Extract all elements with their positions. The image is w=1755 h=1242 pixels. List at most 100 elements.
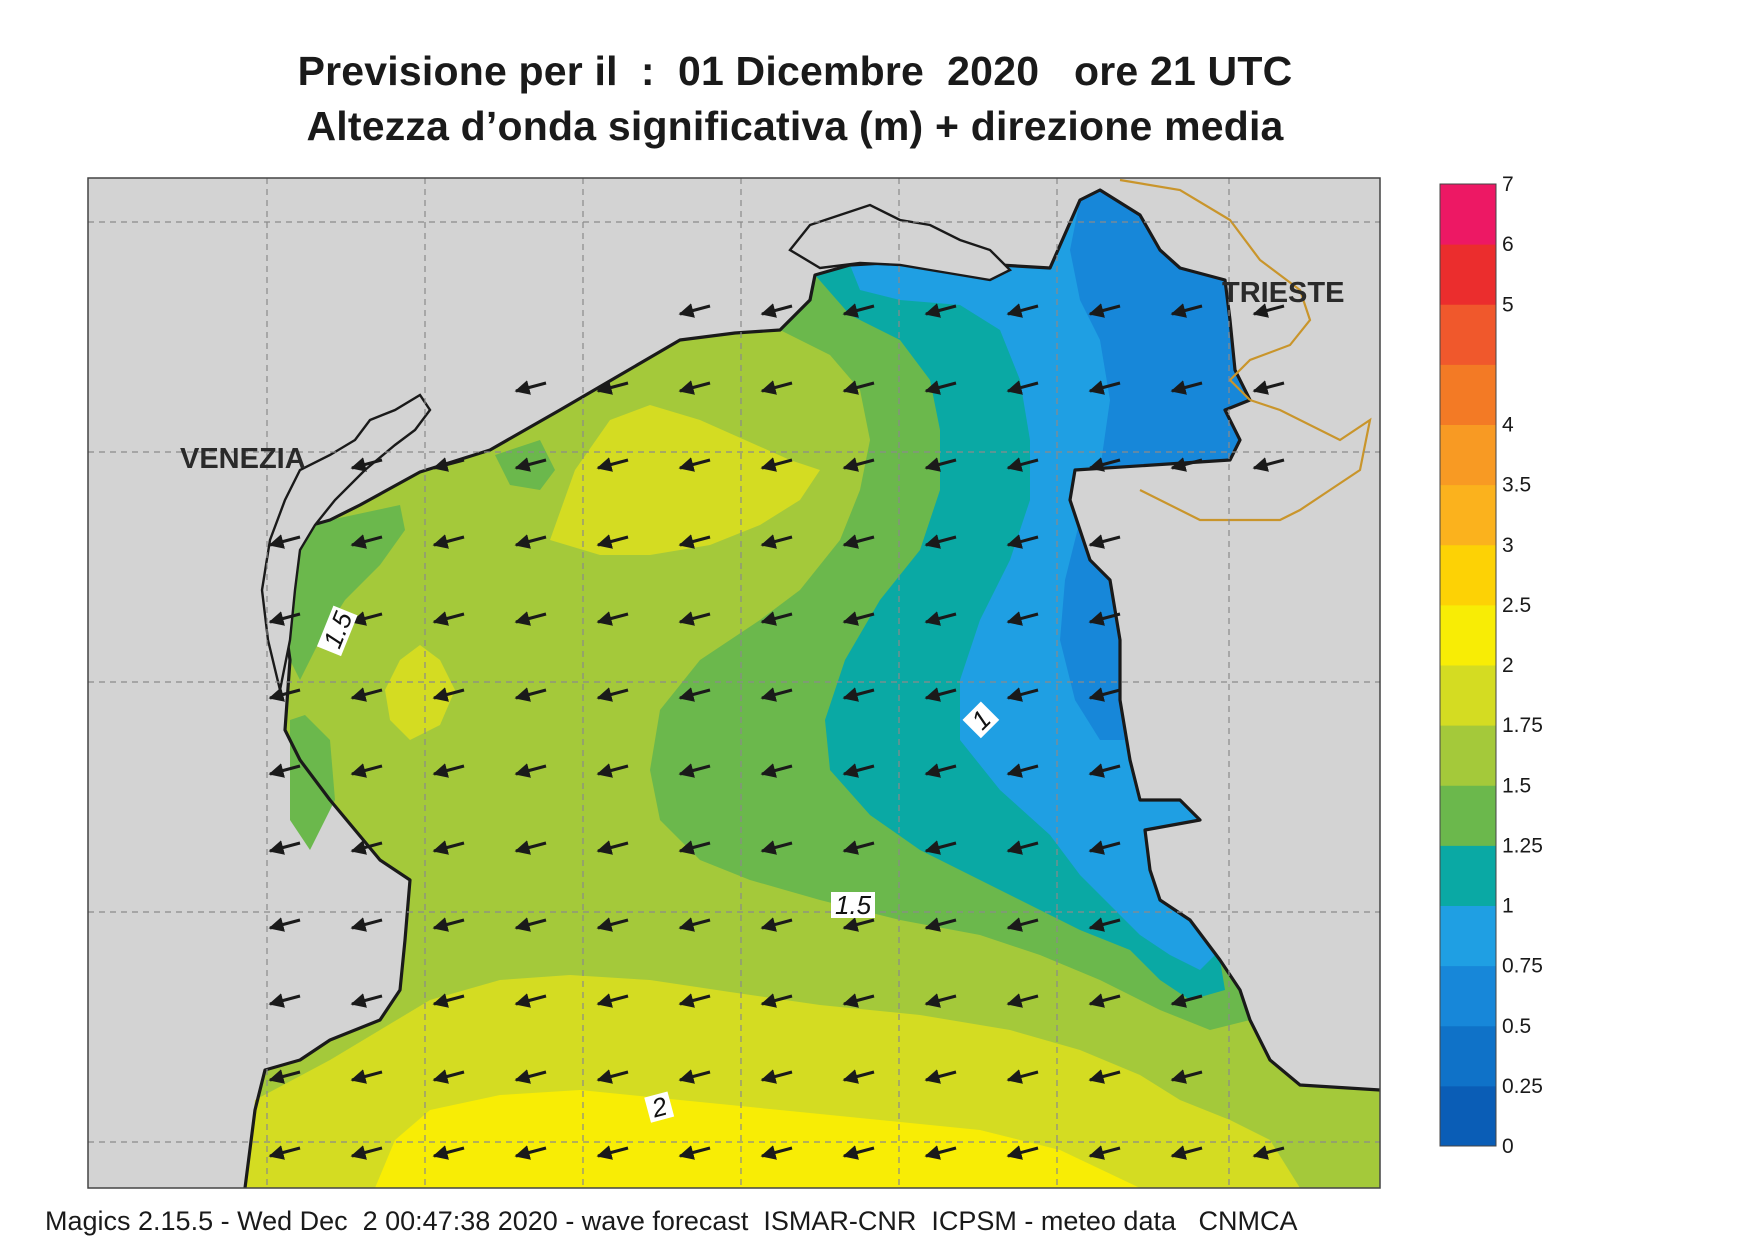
- direction-arrow: [1252, 1145, 1285, 1160]
- city-label-trieste: TRIESTE: [1222, 277, 1344, 309]
- direction-arrow: [924, 457, 957, 472]
- direction-arrow: [268, 611, 301, 626]
- venice-lagoon-outline: [260, 393, 432, 691]
- direction-arrow: [1006, 993, 1039, 1008]
- legend-label: 0.25: [1502, 1075, 1543, 1098]
- legend-label: 0.75: [1502, 955, 1543, 978]
- legend-label: 2.5: [1502, 594, 1531, 617]
- direction-arrow: [760, 840, 793, 855]
- direction-arrow: [432, 457, 465, 472]
- direction-arrow: [924, 763, 957, 778]
- direction-arrow: [1088, 763, 1121, 778]
- direction-arrow: [1252, 380, 1285, 395]
- direction-arrow: [760, 763, 793, 778]
- direction-arrow: [1088, 1145, 1121, 1160]
- direction-arrow: [514, 687, 547, 702]
- direction-arrow: [432, 1069, 465, 1084]
- direction-arrow: [1088, 457, 1121, 472]
- direction-arrow: [1006, 1145, 1039, 1160]
- direction-arrow: [1170, 993, 1203, 1008]
- legend-swatch: [1440, 244, 1496, 305]
- legend-swatch: [1440, 965, 1496, 1027]
- direction-arrow: [268, 1145, 301, 1160]
- legend-swatch: [1440, 484, 1496, 546]
- direction-arrow: [924, 303, 957, 318]
- direction-arrow: [1006, 763, 1039, 778]
- direction-arrow: [1006, 840, 1039, 855]
- direction-arrow: [678, 1145, 711, 1160]
- svg-text:1.5: 1.5: [835, 890, 872, 920]
- legend-label: 4: [1502, 414, 1514, 437]
- direction-arrow: [350, 840, 383, 855]
- band-05-075: [1060, 190, 1250, 740]
- direction-arrow: [760, 993, 793, 1008]
- direction-arrow: [678, 840, 711, 855]
- legend-label: 5: [1502, 293, 1514, 316]
- direction-arrow: [596, 993, 629, 1008]
- direction-arrow: [432, 1145, 465, 1160]
- legend-label: 0: [1502, 1135, 1514, 1158]
- legend-frame: [1439, 183, 1497, 1147]
- direction-arrow: [596, 1069, 629, 1084]
- legend-swatch: [1440, 725, 1496, 786]
- direction-arrow: [678, 611, 711, 626]
- direction-arrow: [596, 840, 629, 855]
- direction-arrow: [842, 534, 875, 549]
- direction-arrow: [350, 611, 383, 626]
- footer-credits: Magics 2.15.5 - Wed Dec 2 00:47:38 2020 …: [45, 1206, 1298, 1236]
- direction-arrow: [760, 1145, 793, 1160]
- direction-arrow: [678, 1069, 711, 1084]
- direction-arrow: [1088, 303, 1121, 318]
- direction-arrow: [678, 303, 711, 318]
- direction-arrow: [268, 917, 301, 932]
- legend-swatch: [1440, 604, 1496, 666]
- direction-arrow: [760, 534, 793, 549]
- direction-arrow: [514, 840, 547, 855]
- direction-arrow: [432, 917, 465, 932]
- direction-arrow: [514, 534, 547, 549]
- city-label-venezia: VENEZIA: [180, 443, 306, 475]
- direction-arrow: [842, 763, 875, 778]
- land-east: [1070, 460, 1380, 1090]
- map-frame: [87, 177, 1381, 1189]
- direction-arrow: [1170, 380, 1203, 395]
- direction-arrow: [1088, 993, 1121, 1008]
- direction-arrow: [350, 534, 383, 549]
- direction-arrow: [678, 763, 711, 778]
- legend-swatch: [1440, 364, 1496, 425]
- direction-arrow: [596, 917, 629, 932]
- legend-label: 2: [1502, 654, 1514, 677]
- direction-arrow: [1006, 380, 1039, 395]
- direction-arrow: [924, 1145, 957, 1160]
- direction-arrow: [268, 993, 301, 1008]
- legend-label: 6: [1502, 233, 1514, 256]
- direction-arrow: [1088, 917, 1121, 932]
- legend-swatch: [1440, 665, 1496, 726]
- direction-arrow: [514, 763, 547, 778]
- direction-arrow: [924, 611, 957, 626]
- contour-label-3: 1.5: [831, 890, 875, 920]
- direction-arrow: [1088, 1069, 1121, 1084]
- direction-arrow: [842, 457, 875, 472]
- direction-arrow: [596, 380, 629, 395]
- direction-arrow: [1006, 687, 1039, 702]
- legend-label: 1.5: [1502, 774, 1531, 797]
- direction-arrow: [842, 611, 875, 626]
- direction-arrow: [268, 763, 301, 778]
- direction-arrow: [596, 611, 629, 626]
- wave-direction-arrows: [268, 303, 1285, 1160]
- direction-arrow: [678, 917, 711, 932]
- direction-arrow: [514, 611, 547, 626]
- direction-arrow: [842, 993, 875, 1008]
- legend-label: 1.75: [1502, 714, 1543, 737]
- direction-arrow: [514, 380, 547, 395]
- direction-arrow: [350, 993, 383, 1008]
- direction-arrow: [596, 763, 629, 778]
- direction-arrow: [432, 534, 465, 549]
- direction-arrow: [1088, 380, 1121, 395]
- direction-arrow: [1088, 534, 1121, 549]
- direction-arrow: [350, 687, 383, 702]
- direction-arrow: [514, 993, 547, 1008]
- direction-arrow: [924, 917, 957, 932]
- direction-arrow: [1252, 457, 1285, 472]
